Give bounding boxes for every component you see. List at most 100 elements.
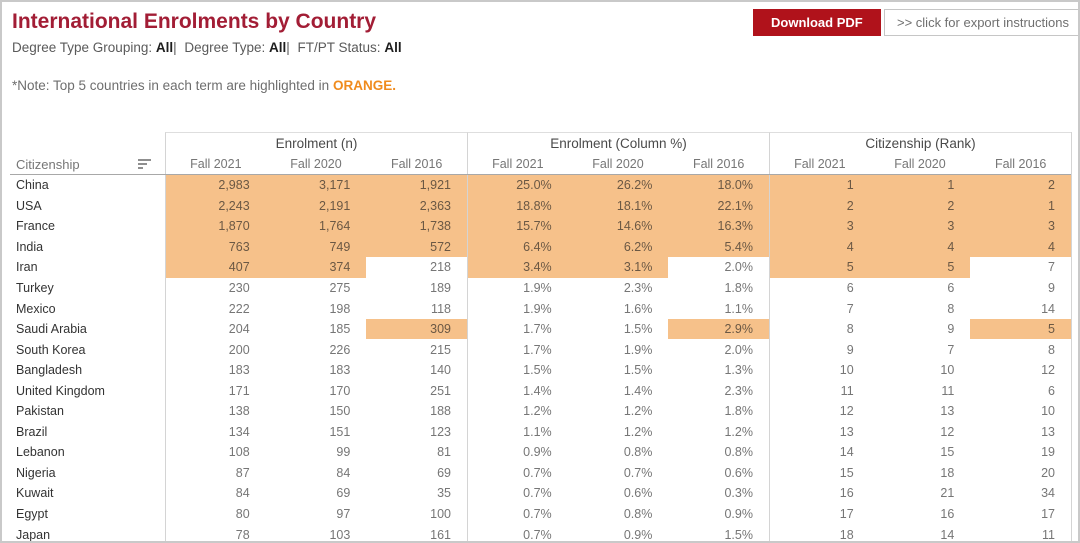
rank-cell[interactable]: 2	[869, 195, 971, 217]
n-cell[interactable]: 123	[430, 424, 451, 439]
n-cell[interactable]: 118	[431, 301, 451, 316]
n-cell[interactable]: 183	[165, 359, 266, 381]
term-header[interactable]: Fall 2020	[592, 157, 644, 171]
country-cell[interactable]: Nigeria	[16, 465, 56, 480]
sort-descending-icon[interactable]	[138, 159, 151, 169]
pct-cell[interactable]: 1.2%	[466, 401, 568, 422]
term-header[interactable]: Fall 2021	[466, 154, 568, 174]
rank-cell[interactable]: 11	[941, 383, 955, 398]
n-cell[interactable]: 150	[329, 404, 351, 419]
pct-cell[interactable]: 2.3%	[623, 281, 653, 295]
term-header[interactable]: Fall 2021	[768, 154, 870, 174]
section-header-enrolment-n[interactable]: Enrolment (n)	[165, 132, 467, 154]
country-cell[interactable]: China	[16, 178, 49, 193]
pct-cell[interactable]: 3.1%	[567, 257, 669, 278]
rank-cell[interactable]: 1	[869, 175, 971, 196]
pct-cell[interactable]: 1.7%	[466, 318, 568, 340]
rank-cell[interactable]: 5	[869, 257, 971, 278]
rank-cell[interactable]: 2	[970, 175, 1071, 196]
n-cell[interactable]: 215	[430, 342, 451, 357]
rank-cell[interactable]: 9	[947, 322, 955, 337]
rank-cell[interactable]: 17	[768, 503, 870, 525]
rank-cell[interactable]: 3	[869, 216, 971, 237]
rank-cell[interactable]: 5	[768, 257, 870, 278]
pct-cell[interactable]: 5.4%	[668, 236, 769, 258]
n-cell[interactable]: 81	[437, 445, 451, 460]
pct-cell[interactable]: 26.2%	[567, 175, 669, 196]
section-header-citizenship-rank[interactable]: Citizenship (Rank)	[769, 132, 1071, 154]
rank-cell[interactable]: 34	[1041, 486, 1055, 501]
n-cell[interactable]: 69	[336, 486, 351, 501]
pct-cell[interactable]: 0.8%	[623, 507, 653, 522]
n-cell[interactable]: 151	[329, 424, 351, 439]
n-cell[interactable]: 171	[165, 380, 266, 402]
rank-cell[interactable]: 1	[768, 175, 870, 196]
pct-cell[interactable]: 1.9%	[623, 342, 653, 357]
rank-cell[interactable]: 13	[940, 404, 955, 419]
pct-cell[interactable]: 1.4%	[623, 383, 653, 398]
n-cell[interactable]: 222	[165, 298, 266, 319]
n-cell[interactable]: 407	[165, 257, 266, 278]
rank-cell[interactable]: 11	[768, 380, 870, 402]
n-cell[interactable]: 84	[336, 465, 351, 480]
n-cell[interactable]: 103	[329, 527, 351, 542]
rank-cell[interactable]: 6	[768, 277, 870, 299]
country-cell[interactable]: Kuwait	[16, 486, 54, 501]
pct-cell[interactable]: 0.7%	[466, 524, 568, 541]
rank-cell[interactable]: 7	[768, 298, 870, 319]
term-header[interactable]: Fall 2020	[290, 157, 342, 171]
n-cell[interactable]: 170	[329, 383, 351, 398]
pct-cell[interactable]: 1.5%	[623, 363, 653, 378]
pct-cell[interactable]: 1.6%	[623, 301, 653, 316]
rank-cell[interactable]: 3	[768, 216, 870, 237]
pct-cell[interactable]: 16.3%	[668, 216, 769, 237]
rank-cell[interactable]: 4	[869, 236, 971, 258]
pct-cell[interactable]: 1.5%	[623, 322, 653, 337]
n-cell[interactable]: 183	[329, 363, 351, 378]
n-cell[interactable]: 1,764	[265, 216, 367, 237]
rank-cell[interactable]: 8	[768, 318, 870, 340]
rank-cell[interactable]: 4	[970, 236, 1071, 258]
n-cell[interactable]: 138	[165, 401, 266, 422]
pct-cell[interactable]: 1.4%	[466, 380, 568, 402]
country-cell[interactable]: Bangladesh	[16, 363, 83, 378]
rank-cell[interactable]: 15	[940, 445, 955, 460]
country-cell[interactable]: Saudi Arabia	[16, 322, 87, 337]
rank-cell[interactable]: 10	[768, 359, 870, 381]
rank-cell[interactable]: 7	[947, 342, 955, 357]
n-cell[interactable]: 80	[165, 503, 266, 525]
term-header[interactable]: Fall 2021	[165, 154, 266, 174]
pct-cell[interactable]: 1.9%	[466, 277, 568, 299]
n-cell[interactable]: 97	[336, 507, 351, 522]
rank-cell[interactable]: 10	[1041, 404, 1055, 419]
country-cell[interactable]: France	[16, 219, 55, 234]
n-cell[interactable]: 309	[366, 318, 467, 340]
n-cell[interactable]: 140	[430, 363, 451, 378]
rank-cell[interactable]: 16	[940, 507, 955, 522]
country-cell[interactable]: Turkey	[16, 281, 54, 295]
pct-cell[interactable]: 1.9%	[466, 298, 568, 319]
pct-cell[interactable]: 1.7%	[466, 339, 568, 360]
download-pdf-button[interactable]: Download PDF	[753, 9, 881, 36]
n-cell[interactable]: 198	[329, 301, 351, 316]
rank-cell[interactable]: 19	[1041, 445, 1055, 460]
rank-cell[interactable]: 11	[1042, 527, 1055, 542]
pct-cell[interactable]: 2.0%	[724, 260, 753, 275]
rank-cell[interactable]: 14	[940, 527, 955, 542]
n-cell[interactable]: 226	[329, 342, 351, 357]
n-cell[interactable]: 218	[430, 260, 451, 275]
n-cell[interactable]: 1,870	[165, 216, 266, 237]
rank-cell[interactable]: 12	[940, 424, 955, 439]
rank-cell[interactable]: 10	[940, 363, 955, 378]
pct-cell[interactable]: 1.1%	[466, 421, 568, 443]
rank-cell[interactable]: 2	[768, 195, 870, 217]
country-cell[interactable]: Egypt	[16, 507, 48, 522]
pct-cell[interactable]: 6.2%	[567, 236, 669, 258]
rank-cell[interactable]: 18	[940, 465, 955, 480]
rank-cell[interactable]: 21	[940, 486, 955, 501]
n-cell[interactable]: 1,921	[366, 175, 467, 196]
n-cell[interactable]: 2,243	[165, 195, 266, 217]
term-header[interactable]: Fall 2020	[894, 157, 946, 171]
rank-cell[interactable]: 12	[768, 401, 870, 422]
term-header[interactable]: Fall 2016	[390, 157, 443, 171]
